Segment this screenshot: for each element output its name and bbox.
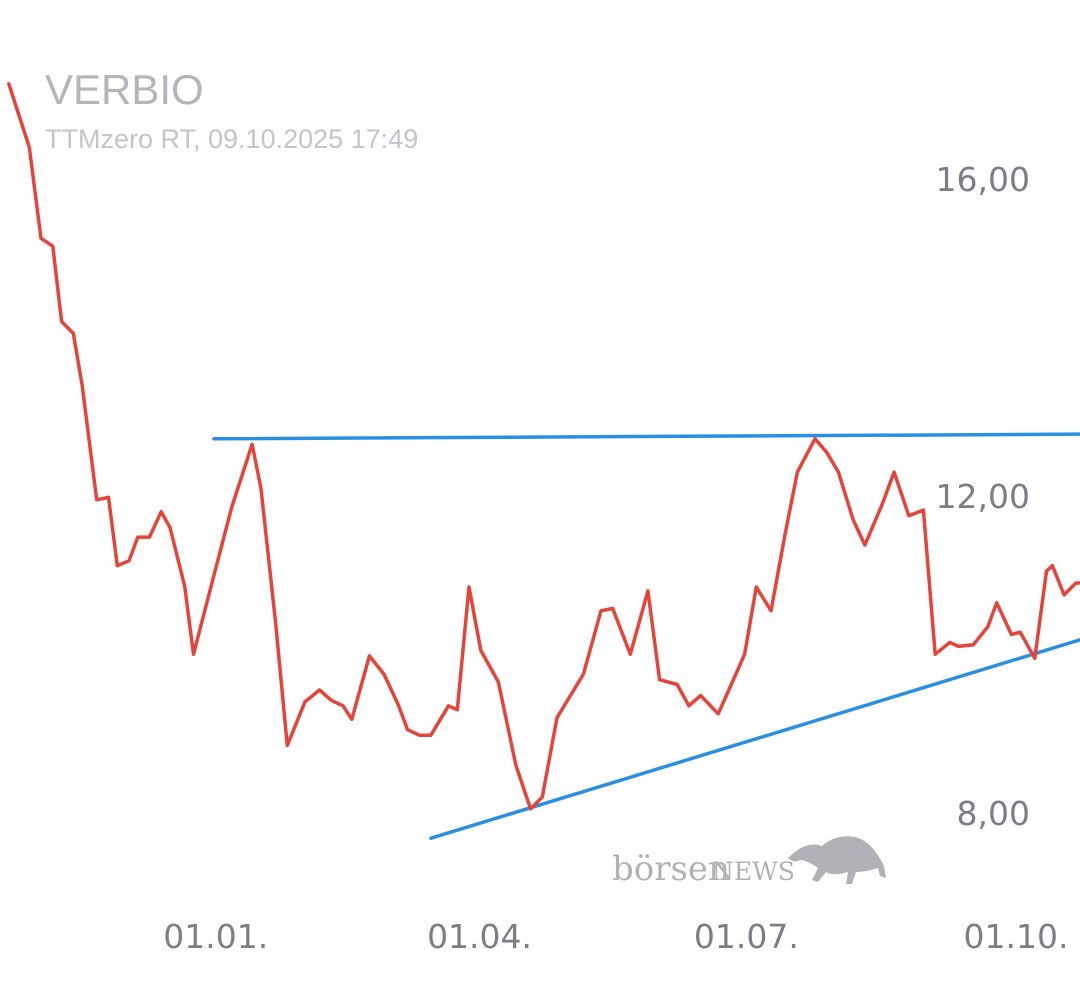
x-tick-label: 01.07. bbox=[694, 917, 799, 956]
x-tick-label: 01.04. bbox=[427, 917, 532, 956]
price-series-line bbox=[7, 82, 1080, 811]
chart-title: VERBIO bbox=[45, 66, 204, 113]
bull-icon bbox=[788, 836, 886, 884]
resistance-trendline bbox=[212, 432, 1080, 441]
x-tick-label: 01.01. bbox=[163, 917, 268, 956]
x-axis-ticks: 01.01. 01.04. 01.07. 01.10. bbox=[163, 917, 1068, 956]
series-layer bbox=[7, 82, 1080, 811]
logo-text-lower: börsen bbox=[612, 849, 730, 889]
y-tick-label: 12,00 bbox=[936, 477, 1030, 516]
y-axis-ticks: 16,00 12,00 8,00 bbox=[936, 160, 1030, 833]
support-trendline bbox=[429, 638, 1080, 840]
trendline-layer bbox=[212, 432, 1080, 840]
y-tick-label: 16,00 bbox=[936, 160, 1030, 199]
chart-subtitle: TTMzero RT, 09.10.2025 17:49 bbox=[45, 124, 418, 154]
x-tick-label: 01.10. bbox=[964, 917, 1069, 956]
logo-text-upper: NEWS bbox=[712, 857, 795, 886]
y-tick-label: 8,00 bbox=[957, 794, 1030, 833]
boersen-news-logo: börsen NEWS bbox=[612, 836, 886, 889]
